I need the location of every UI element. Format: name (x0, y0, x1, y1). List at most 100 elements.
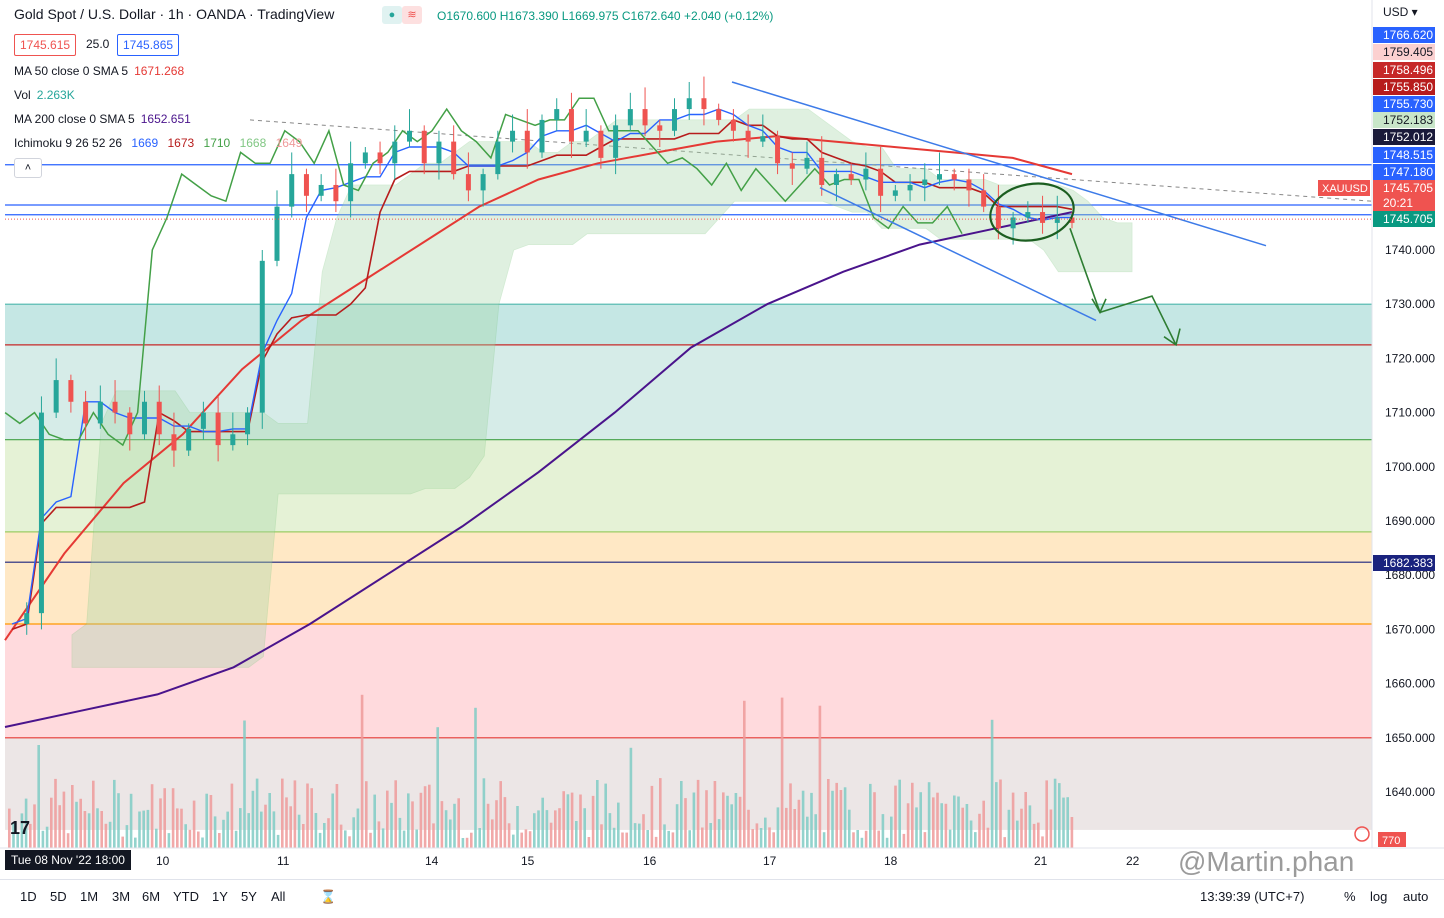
volume-bar (608, 813, 612, 848)
ichimoku-span-b: 1649 (275, 136, 303, 150)
candle-body (966, 179, 972, 191)
timeframe-button-6m[interactable]: 6M (142, 889, 161, 904)
candle-body (819, 157, 825, 185)
candle-body (38, 412, 44, 614)
time-axis-label: 11 (277, 854, 290, 868)
volume-bar (184, 824, 187, 848)
vol-legend[interactable]: Vol 2.263K (14, 88, 75, 102)
volume-bar (612, 827, 616, 848)
volume-bar (738, 796, 742, 848)
price-axis (1372, 0, 1444, 880)
volume-bar (1011, 792, 1015, 848)
volume-bar (310, 788, 313, 848)
volume-bar (898, 779, 901, 848)
price-label-bg (1373, 147, 1435, 163)
time-axis-label: 15 (521, 854, 535, 868)
candle-body (436, 141, 442, 164)
volume-bar (66, 833, 70, 848)
currency-selector[interactable]: USD ▾ (1383, 5, 1418, 19)
timeframe-button-1y[interactable]: 1Y (212, 889, 228, 904)
volume-bar (1016, 820, 1019, 848)
timeframe-button-3m[interactable]: 3M (112, 889, 131, 904)
volume-bar (243, 720, 246, 848)
volume-bar (188, 829, 192, 848)
volume-bar (625, 832, 628, 848)
candle-body (583, 130, 589, 142)
price-label: 1745.705 (1383, 212, 1433, 226)
volume-bar (831, 790, 834, 848)
volume-bar (944, 803, 948, 848)
volume-bar (940, 803, 943, 848)
price-tick-label: 1730.000 (1385, 297, 1435, 311)
volume-bar (848, 809, 851, 848)
volume-bar (281, 778, 284, 848)
volume-bar (713, 781, 717, 848)
auto-toggle[interactable]: auto (1403, 889, 1429, 904)
dashed-trend-line (249, 119, 1373, 202)
volume-bar (503, 797, 507, 848)
timeframe-button-5d[interactable]: 5D (50, 889, 67, 904)
candle-body (657, 125, 663, 131)
sell-price-button[interactable]: 1745.615 (14, 34, 77, 56)
volume-bar (646, 830, 649, 848)
ohlc-change: +2.040 (+0.12%) (683, 9, 774, 23)
ma50-legend[interactable]: MA 50 close 0 SMA 5 1671.268 (14, 64, 184, 78)
timeframe-button-5y[interactable]: 5Y (241, 889, 257, 904)
volume-bar (919, 792, 922, 848)
volume-bar (541, 797, 544, 848)
volume-bar (239, 808, 242, 848)
candle-body (686, 98, 692, 110)
volume-bar (222, 819, 225, 848)
candle-body (672, 109, 677, 131)
ma200-legend[interactable]: MA 200 close 0 SMA 5 1652.651 (14, 112, 191, 126)
volume-bar (562, 791, 565, 848)
volume-bar (411, 801, 414, 848)
candle-body (156, 401, 162, 435)
log-toggle[interactable]: log (1370, 889, 1388, 904)
timeframe-button-1d[interactable]: 1D (20, 889, 37, 904)
ma50-line (4, 135, 1073, 641)
volume-bar (289, 806, 292, 848)
zone-band (5, 531, 1372, 563)
volume-bar (885, 837, 889, 848)
compare-icon[interactable]: ● (382, 6, 402, 24)
ichimoku-cloud (71, 108, 1133, 668)
percent-toggle[interactable]: % (1344, 889, 1356, 904)
volume-bar (801, 790, 805, 848)
volume-bar (873, 792, 876, 848)
time-axis-label: 10 (156, 854, 170, 868)
chevron-up-icon[interactable]: ˄ (14, 158, 42, 178)
candle-body (171, 434, 177, 451)
volume-bar (461, 838, 465, 848)
volume-bar (659, 778, 662, 848)
buy-price-button[interactable]: 1745.865 (117, 34, 180, 56)
timeframe-button-all[interactable]: All (271, 889, 286, 904)
candle-body (510, 130, 516, 142)
volume-bar (810, 792, 813, 848)
volume-bar (373, 794, 376, 848)
price-label: 1755.850 (1383, 80, 1433, 94)
timeframe-button-ytd[interactable]: YTD (173, 889, 199, 904)
ichimoku-legend[interactable]: Ichimoku 9 26 52 26 1669 1673 1710 1668 … (14, 136, 302, 150)
price-label: 1745.705 (1383, 181, 1433, 195)
volume-bar (596, 780, 599, 848)
chart-area[interactable]: 1740.000 1730.000 1720.000 1710.000 1700.000… (0, 0, 1444, 880)
volume-bar (201, 837, 204, 848)
ma50-value: 1671.268 (134, 64, 185, 78)
volume-bar (260, 811, 263, 848)
price-label-bg (1373, 62, 1435, 78)
volume-bar (507, 823, 511, 848)
volume-bar (516, 806, 519, 848)
volume-bar (705, 790, 708, 848)
volume-bar (600, 824, 603, 848)
volume-bar (440, 801, 444, 848)
volume-bar (978, 813, 981, 848)
timeframe-button-1m[interactable]: 1M (80, 889, 99, 904)
volume-bar (864, 830, 868, 848)
ohlc-close: C1672.640 (621, 9, 681, 23)
zone-band (5, 304, 1372, 345)
time-axis-label: 16 (643, 854, 657, 868)
flag-icon[interactable]: ≋ (402, 6, 422, 24)
volume-bar (20, 813, 24, 848)
date-range-icon[interactable]: ⌛ (320, 889, 337, 904)
